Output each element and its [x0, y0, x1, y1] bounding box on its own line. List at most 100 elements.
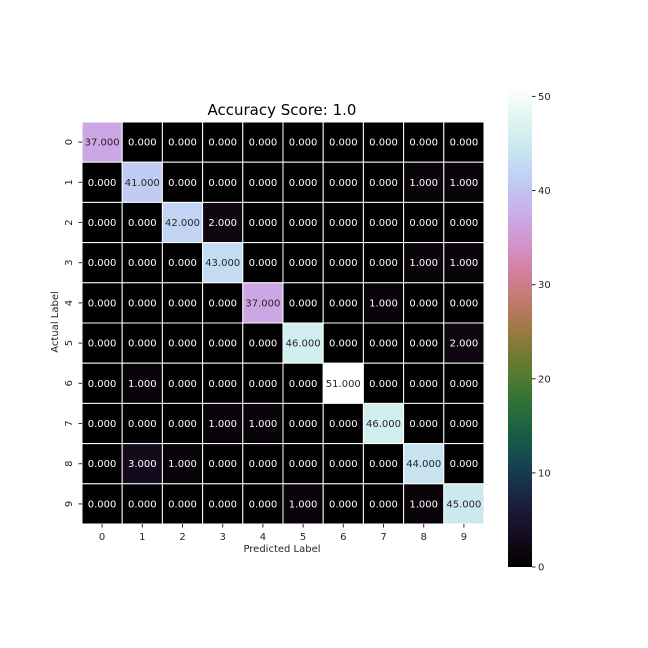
cell-value-label: 0.000: [128, 218, 157, 229]
cell-value-label: 1.000: [369, 298, 398, 309]
cell-value-label: 0.000: [329, 218, 358, 229]
heatmap-cell: [443, 161, 485, 203]
x-tick-label: 8: [421, 532, 427, 543]
cell-value-label: 0.000: [329, 419, 358, 430]
heatmap-cell: [81, 362, 123, 404]
cell-value-label: 0.000: [450, 379, 479, 390]
heatmap-cell: [403, 161, 445, 203]
cell-value-label: 0.000: [409, 419, 438, 430]
cell-value-label: 0.000: [329, 258, 358, 269]
colorbar-tick-label: 20: [538, 374, 551, 385]
cell-value-label: 0.000: [249, 339, 278, 350]
cell-value-label: 0.000: [369, 138, 398, 149]
heatmap-cell: [242, 402, 284, 445]
heatmap-cell: [443, 362, 485, 404]
heatmap-cell: [443, 443, 485, 485]
cell-value-label: 0.000: [88, 178, 117, 189]
cell-value-label: 45.000: [446, 499, 481, 510]
cell-value-label: 0.000: [289, 178, 318, 189]
heatmap-cell: [443, 121, 485, 163]
cell-value-label: 0.000: [409, 218, 438, 229]
cell-value-label: 37.000: [85, 138, 120, 149]
colorbar-tick-label: 50: [538, 92, 551, 103]
cell-value-label: 0.000: [369, 178, 398, 189]
heatmap-cell: [443, 201, 485, 244]
cell-value-label: 0.000: [450, 419, 479, 430]
heatmap-cell: [282, 402, 324, 445]
cell-value-label: 0.000: [249, 379, 278, 390]
heatmap-cell: [282, 282, 324, 324]
cell-value-label: 0.000: [168, 379, 197, 390]
heatmap-cell: [202, 443, 244, 485]
heatmap-cell: [282, 161, 324, 203]
heatmap-cell: [322, 201, 364, 244]
y-tick-label: 8: [64, 461, 75, 467]
cell-value-label: 0.000: [329, 339, 358, 350]
cell-value-label: 1.000: [409, 499, 438, 510]
heatmap-cell: [282, 242, 324, 284]
heatmap-cell: [121, 161, 163, 203]
cell-value-label: 0.000: [369, 499, 398, 510]
cell-value-label: 0.000: [409, 379, 438, 390]
cell-value-label: 0.000: [409, 339, 438, 350]
cell-value-label: 0.000: [168, 298, 197, 309]
heatmap-cell: [161, 443, 204, 485]
cell-value-label: 0.000: [128, 339, 157, 350]
heatmap-cell: [161, 322, 204, 364]
cell-value-label: 0.000: [249, 459, 278, 470]
cell-value-label: 0.000: [450, 298, 479, 309]
cell-value-label: 43.000: [205, 258, 240, 269]
cell-value-label: 0.000: [128, 419, 157, 430]
heatmap-cell: [242, 322, 284, 364]
cell-value-label: 1.000: [450, 258, 479, 269]
cell-value-label: 0.000: [329, 459, 358, 470]
heatmap-cell: [403, 322, 445, 364]
y-axis-label: Actual Label: [50, 291, 61, 352]
y-tick-label: 5: [64, 340, 75, 346]
heatmap-cell: [362, 443, 405, 485]
cell-value-label: 0.000: [249, 258, 278, 269]
x-tick-label: 7: [380, 532, 386, 543]
heatmap-cell: [403, 362, 445, 404]
y-tick-label: 4: [64, 300, 75, 306]
cell-value-label: 0.000: [88, 379, 117, 390]
x-axis-label: Predicted Label: [243, 544, 320, 555]
heatmap-cell: [322, 483, 364, 525]
heatmap-cell: [242, 483, 284, 525]
y-tick-label: 3: [64, 260, 75, 266]
cell-value-label: 37.000: [245, 298, 280, 309]
cell-value-label: 1.000: [208, 419, 237, 430]
heatmap-cell: [121, 201, 163, 244]
cell-value-label: 0.000: [409, 138, 438, 149]
cell-value-label: 0.000: [88, 419, 117, 430]
x-tick-label: 9: [461, 532, 467, 543]
cell-value-label: 0.000: [329, 499, 358, 510]
y-tick-label: 6: [64, 380, 75, 386]
cell-value-label: 0.000: [208, 459, 237, 470]
colorbar-tick-label: 10: [538, 468, 551, 479]
heatmap-cell: [81, 322, 123, 364]
heatmap-cell: [443, 402, 485, 445]
heatmap-cell: [403, 402, 445, 445]
heatmap-cell: [403, 201, 445, 244]
heatmap-cell: [81, 242, 123, 284]
heatmap-cell: [443, 242, 485, 284]
cell-value-label: 46.000: [366, 419, 401, 430]
heatmap-cell: [322, 282, 364, 324]
heatmap-cell: [443, 282, 485, 324]
x-tick-label: 2: [179, 532, 185, 543]
cell-value-label: 42.000: [165, 218, 200, 229]
cell-value-label: 0.000: [289, 218, 318, 229]
cell-value-label: 0.000: [168, 258, 197, 269]
cell-value-label: 2.000: [208, 218, 237, 229]
heatmap-cell: [322, 242, 364, 284]
cell-value-label: 0.000: [409, 298, 438, 309]
heatmap-cell: [202, 402, 244, 445]
cell-value-label: 0.000: [128, 499, 157, 510]
heatmap-cell: [202, 362, 244, 404]
cell-value-label: 0.000: [208, 379, 237, 390]
cell-value-label: 0.000: [249, 138, 278, 149]
cell-value-label: 0.000: [208, 298, 237, 309]
cell-value-label: 0.000: [168, 178, 197, 189]
